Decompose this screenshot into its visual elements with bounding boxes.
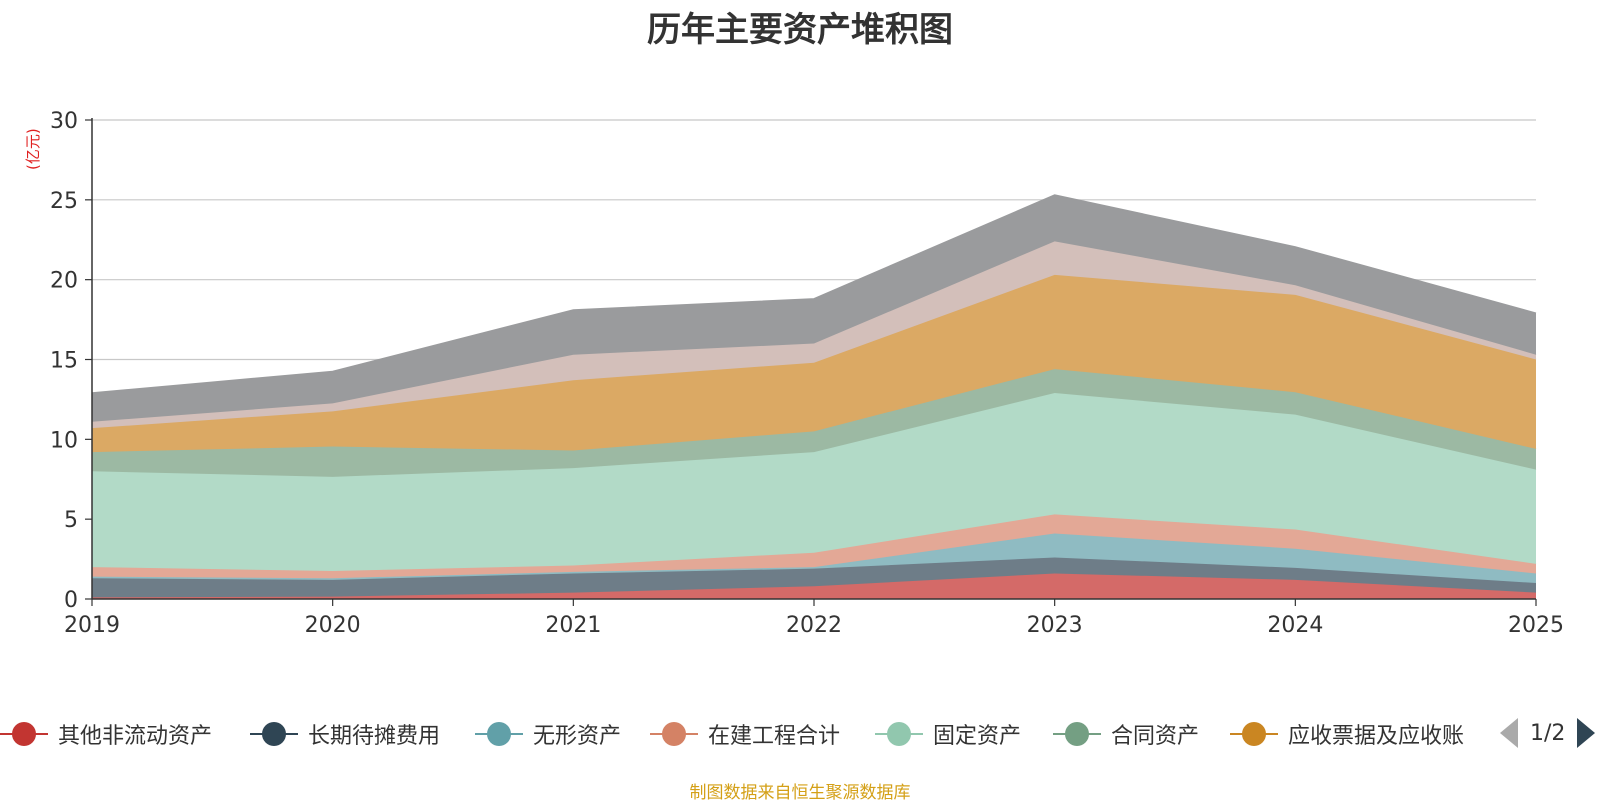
legend-page-indicator: 1/2 bbox=[1530, 720, 1566, 746]
legend-item[interactable]: 固定资产 bbox=[875, 716, 1021, 752]
y-tick-label: 0 bbox=[64, 588, 78, 613]
legend-item[interactable]: 无形资产 bbox=[475, 716, 621, 752]
area-series-4 bbox=[92, 514, 1536, 579]
legend-marker-icon bbox=[1230, 721, 1278, 747]
area-series-9 bbox=[92, 195, 1536, 422]
legend-marker-icon bbox=[0, 721, 48, 747]
x-tick-label: 2023 bbox=[1027, 613, 1083, 638]
legend-label: 合同资产 bbox=[1111, 724, 1200, 749]
x-tick-label: 2019 bbox=[64, 613, 120, 638]
series-top-line-1 bbox=[91, 572, 1537, 599]
x-tick-label: 2024 bbox=[1267, 613, 1323, 638]
y-tick-label: 20 bbox=[50, 269, 78, 294]
legend-marker-icon bbox=[250, 721, 298, 747]
legend-item[interactable]: 在建工程合计 bbox=[650, 716, 840, 752]
legend-prev-page-icon[interactable] bbox=[1500, 718, 1518, 748]
area-series-2 bbox=[92, 557, 1536, 598]
legend-marker-icon bbox=[875, 721, 923, 747]
legend-label: 在建工程合计 bbox=[708, 724, 841, 749]
legend-pager: 1/2 bbox=[1500, 718, 1596, 748]
area-series-5 bbox=[92, 393, 1536, 572]
x-tick-label: 2022 bbox=[786, 613, 842, 638]
legend-item[interactable]: 其他非流动资产 bbox=[0, 716, 212, 752]
area-series-8 bbox=[92, 241, 1536, 429]
y-tick-label: 15 bbox=[50, 349, 78, 374]
legend-item[interactable]: 合同资产 bbox=[1053, 716, 1199, 752]
legend-marker-icon bbox=[475, 721, 523, 747]
legend-item[interactable]: 应收票据及应收账 bbox=[1230, 716, 1464, 752]
y-tick-label: 5 bbox=[64, 508, 78, 533]
legend-label: 其他非流动资产 bbox=[58, 724, 213, 749]
chart-title: 历年主要资产堆积图 bbox=[647, 10, 953, 50]
legend-label: 无形资产 bbox=[533, 724, 622, 749]
x-tick-label: 2025 bbox=[1508, 613, 1564, 638]
legend-label: 应收票据及应收账 bbox=[1288, 724, 1465, 749]
y-tick-label: 25 bbox=[50, 189, 78, 214]
series-top-line-5 bbox=[91, 392, 1537, 478]
series-top-line-9 bbox=[91, 194, 1537, 394]
area-series-6 bbox=[92, 369, 1536, 477]
legend-label: 长期待摊费用 bbox=[308, 724, 441, 749]
legend-label: 固定资产 bbox=[933, 724, 1022, 749]
x-tick-label: 2021 bbox=[545, 613, 601, 638]
area-series-7 bbox=[92, 274, 1536, 453]
legend-next-page-icon[interactable] bbox=[1577, 718, 1596, 748]
y-tick-label: 30 bbox=[50, 109, 78, 134]
x-tick-label: 2020 bbox=[305, 613, 361, 638]
chart-legend: 其他非流动资产 长期待摊费用 无形资产 在建工程合计 固定资产 合同资产 应收票据及应收账 bbox=[0, 716, 1600, 752]
legend-marker-icon bbox=[650, 721, 698, 747]
source-note: 制图数据来自恒生聚源数据库 bbox=[689, 783, 911, 803]
legend-item[interactable]: 长期待摊费用 bbox=[250, 716, 440, 752]
area-series-3 bbox=[92, 533, 1536, 584]
y-tick-label: 10 bbox=[50, 428, 78, 453]
legend-marker-icon bbox=[1053, 721, 1101, 747]
